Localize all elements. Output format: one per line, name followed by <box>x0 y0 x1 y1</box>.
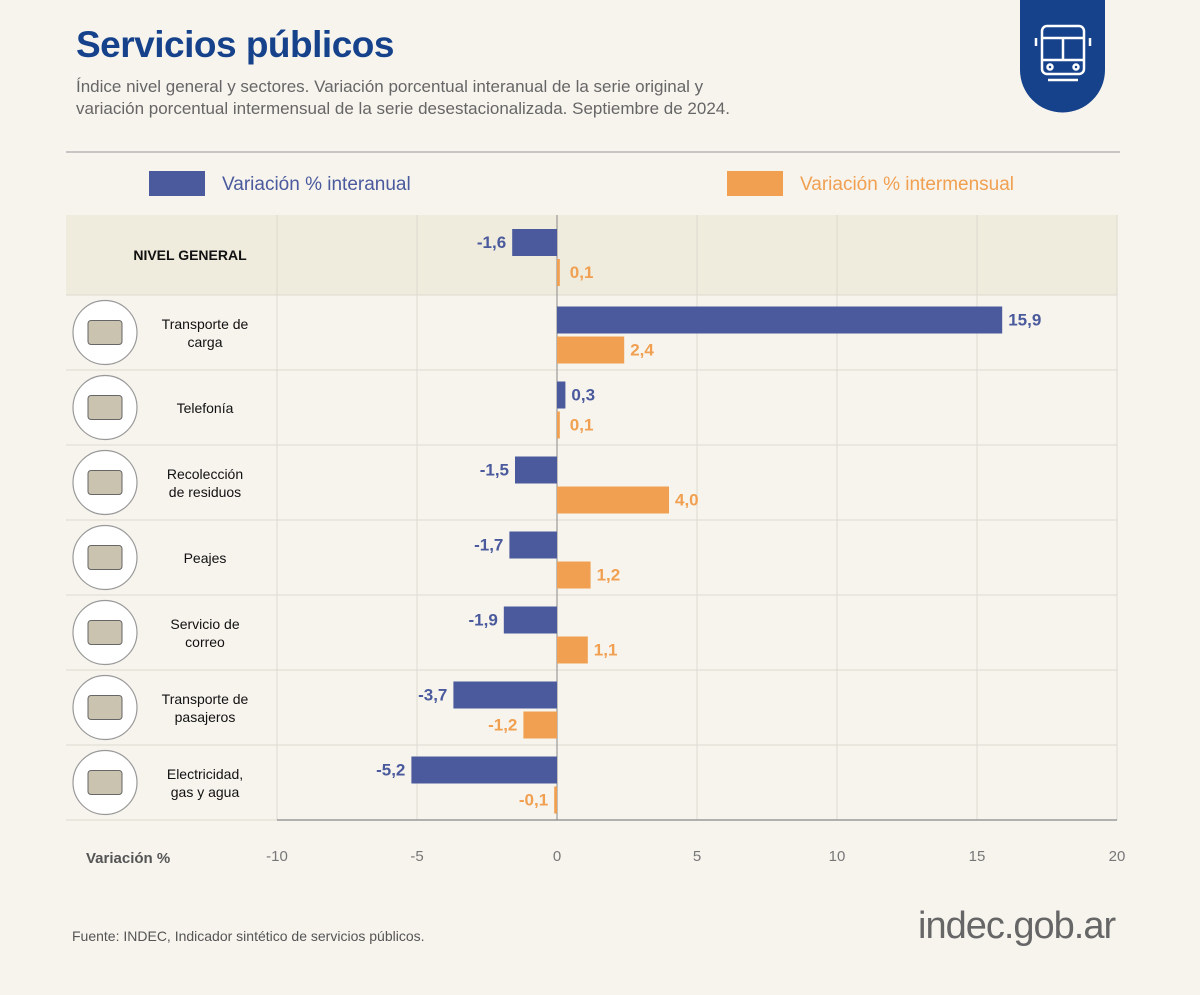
bar <box>509 531 557 559</box>
x-tick-label: -10 <box>266 848 288 865</box>
value-label: -3,7 <box>418 686 447 705</box>
x-tick-label: -5 <box>410 848 423 865</box>
value-label: -0,1 <box>519 791 548 810</box>
value-label: 0,3 <box>571 386 595 405</box>
category-label: Telefonía <box>176 399 234 416</box>
bar <box>453 681 557 709</box>
bar <box>523 711 557 739</box>
value-label: 1,2 <box>597 566 621 585</box>
x-tick-label: 5 <box>693 848 701 865</box>
bar <box>557 411 560 439</box>
legend-swatch <box>149 171 205 196</box>
value-label: 1,1 <box>594 641 618 660</box>
value-label: 4,0 <box>675 491 699 510</box>
bar <box>557 561 591 589</box>
bar <box>557 306 1003 334</box>
legend-swatch <box>727 171 783 196</box>
category-label: Servicio de correo <box>170 615 240 650</box>
source: Fuente: INDEC, Indicador sintético de se… <box>72 928 425 944</box>
category-icon-detail <box>87 770 123 795</box>
value-label: 0,1 <box>570 263 594 282</box>
value-label: 2,4 <box>630 341 654 360</box>
category-icon-detail <box>87 395 123 420</box>
category-label: Transporte de carga <box>161 315 249 350</box>
x-tick-label: 10 <box>829 848 846 865</box>
value-label: 15,9 <box>1008 311 1041 330</box>
logo: indec.gob.ar <box>918 905 1116 947</box>
category-icon-detail <box>87 545 123 570</box>
x-tick-label: 20 <box>1109 848 1126 865</box>
bus-icon <box>1034 24 1092 82</box>
bar <box>554 786 557 814</box>
category-label: NIVEL GENERAL <box>133 247 247 263</box>
x-tick-label: 15 <box>969 848 986 865</box>
category-icon-detail <box>87 695 123 720</box>
bar <box>557 259 560 286</box>
x-axis-label: Variación % <box>86 850 170 867</box>
legend-label: Variación % intermensual <box>800 174 1014 195</box>
bar <box>512 229 557 256</box>
category-icon-detail <box>87 620 123 645</box>
value-label: 0,1 <box>570 416 594 435</box>
bar <box>557 486 669 514</box>
category-icon-detail <box>87 470 123 495</box>
bar <box>515 456 557 484</box>
category-label: Peajes <box>183 549 227 566</box>
value-label: -1,5 <box>480 461 509 480</box>
legend-label: Variación % interanual <box>222 174 411 195</box>
value-label: -1,7 <box>474 536 503 555</box>
bar <box>411 756 557 784</box>
value-label: -5,2 <box>376 761 405 780</box>
value-label: -1,2 <box>488 716 517 735</box>
x-tick-label: 0 <box>553 848 561 865</box>
bar <box>557 636 588 664</box>
title: Servicios públicos <box>76 24 394 65</box>
highlight-row <box>66 215 1117 295</box>
bar <box>503 606 557 634</box>
category-label: Recolección de residuos <box>166 465 244 500</box>
bar <box>557 336 625 364</box>
subtitle: Índice nivel general y sectores. Variaci… <box>76 77 730 118</box>
category-icon-detail <box>87 320 123 345</box>
bar <box>557 381 566 409</box>
value-label: -1,6 <box>477 233 506 252</box>
category-label: Electricidad, gas y agua <box>166 765 244 800</box>
category-label: Transporte de pasajeros <box>161 690 249 725</box>
value-label: -1,9 <box>469 611 498 630</box>
